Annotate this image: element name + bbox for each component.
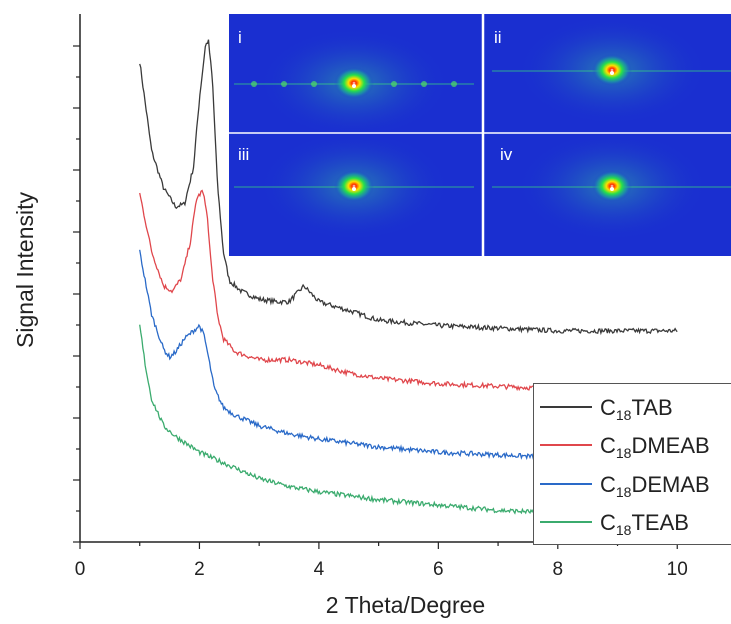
inset-label-i: i (238, 28, 242, 47)
legend-swatch-c18teab (540, 521, 592, 523)
legend-swatch-c18tab (540, 406, 592, 408)
bragg-spot (391, 81, 397, 87)
inset-label-iii: iii (238, 145, 250, 164)
y-axis-label: Signal Intensity (12, 192, 38, 348)
x-tick-label: 10 (667, 559, 688, 580)
legend-item-c18teab: C18TEAB (534, 507, 731, 538)
legend-label-c18tab: C18TAB (600, 395, 673, 423)
saxs-inset (229, 14, 731, 256)
x-tick-label: 2 (194, 559, 205, 580)
bragg-spot (421, 81, 427, 87)
beam-center (592, 54, 632, 86)
bragg-spot (281, 81, 287, 87)
bragg-spot (251, 81, 257, 87)
legend: C18TAB C18DMEAB C18DEMAB C18TEAB (533, 383, 731, 545)
legend-label-c18dmeab: C18DMEAB (600, 433, 710, 461)
legend-item-c18dmeab: C18DMEAB (534, 430, 731, 461)
x-tick-label: 0 (75, 559, 86, 580)
beamstop (610, 71, 614, 75)
legend-label-c18demab: C18DEMAB (600, 472, 710, 500)
beamstop (610, 187, 614, 191)
legend-swatch-c18dmeab (540, 444, 592, 446)
bragg-spot (311, 81, 317, 87)
x-tick-label: 6 (433, 559, 444, 580)
legend-item-c18demab: C18DEMAB (534, 469, 731, 500)
x-tick-label: 4 (314, 559, 325, 580)
inset-pattern-i (234, 28, 474, 138)
legend-label-c18teab: C18TEAB (600, 510, 689, 538)
beam-center (592, 170, 632, 202)
bragg-spot (451, 81, 457, 87)
beamstop (352, 84, 356, 88)
legend-item-c18tab: C18TAB (534, 392, 731, 423)
x-axis-label: 2 Theta/Degree (326, 592, 485, 618)
inset-pattern-iv (492, 131, 731, 241)
beam-center (334, 170, 374, 202)
x-tick-label: 8 (553, 559, 564, 580)
beamstop (352, 187, 356, 191)
inset-label-iv: iv (500, 145, 513, 164)
legend-swatch-c18demab (540, 483, 592, 485)
axis-labels: 0 2 4 6 8 10 2 Theta/Degree Signal Intensity (12, 192, 688, 618)
inset-pattern-iii (234, 131, 474, 241)
inset-label-ii: ii (494, 28, 502, 47)
beam-center (334, 67, 374, 99)
series-c18tab (139, 39, 678, 336)
inset-pattern-ii (492, 15, 731, 125)
